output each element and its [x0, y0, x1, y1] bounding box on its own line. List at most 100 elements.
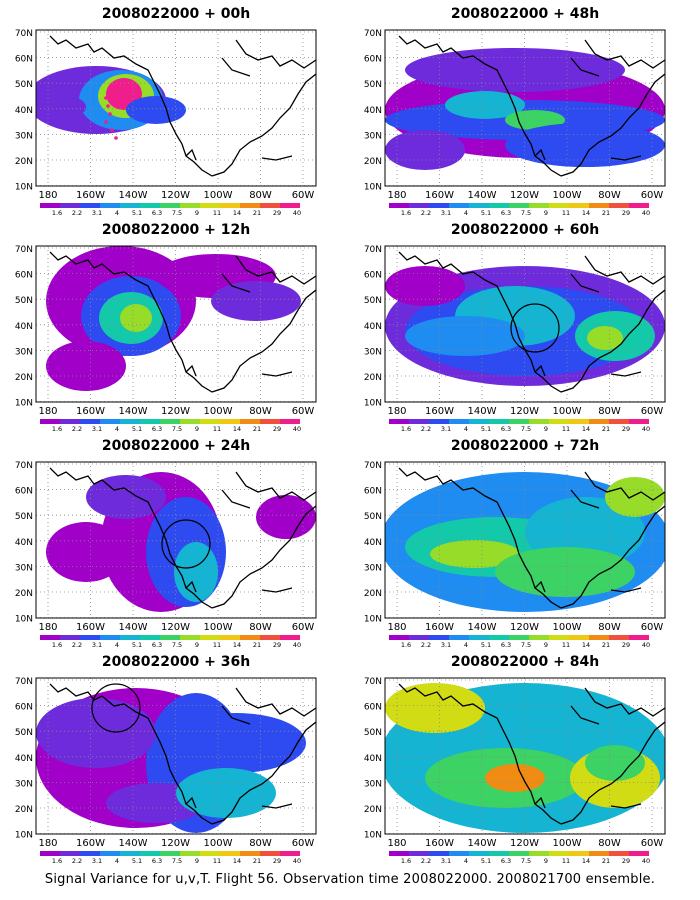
colorbar-segment: [260, 419, 280, 424]
colorbar-label: 11: [562, 425, 570, 433]
lat-tick-label: 40N: [15, 754, 33, 764]
colorbar-label: 14: [233, 641, 241, 649]
colorbar-label: 29: [273, 857, 281, 865]
lon-tick-label: 140W: [119, 190, 148, 201]
colorbar-segment: [240, 203, 260, 208]
colorbar-segment: [160, 851, 180, 856]
lon-tick-label: 180: [387, 622, 406, 633]
lon-tick-label: 120W: [510, 406, 539, 417]
lon-tick-label: 160W: [425, 622, 454, 633]
panel-title: 2008022000 + 48h: [450, 6, 600, 22]
map-frame: [384, 461, 666, 619]
lon-tick-label: 120W: [161, 190, 190, 201]
colorbar-label: 9: [195, 209, 199, 217]
map-frame: [384, 245, 666, 403]
variance-contour-fill: [405, 316, 525, 356]
colorbar-segment: [469, 635, 489, 640]
colorbar-segment: [409, 419, 429, 424]
lon-tick-label: 100W: [553, 622, 582, 633]
colorbar-segment: [100, 851, 120, 856]
colorbar-label: 5.1: [132, 425, 142, 433]
lon-tick-label: 180: [38, 622, 57, 633]
colorbar-label: 14: [582, 425, 590, 433]
lon-tick-label: 160W: [76, 838, 105, 849]
colorbar-label: 29: [622, 641, 630, 649]
lon-tick-label: 140W: [468, 622, 497, 633]
map-panel: 2008022000 + 72h 70N 60N 50N 40N 30N 20N 10N 180…: [349, 436, 699, 652]
colorbar-label: 9: [195, 425, 199, 433]
figure-caption: Signal Variance for u,v,T. Flight 56. Ob…: [44, 872, 656, 887]
colorbar-label: 9: [544, 425, 548, 433]
lat-tick-label: 60N: [364, 703, 382, 713]
colorbar-label: 29: [622, 857, 630, 865]
colorbar-label: 4: [115, 857, 119, 865]
lon-tick-label: 180: [38, 838, 57, 849]
lat-tick-label: 30N: [364, 563, 382, 573]
colorbar-label: 4: [464, 425, 468, 433]
colorbar-label: 40: [642, 857, 650, 865]
lon-tick-label: 80W: [249, 190, 272, 201]
lon-tick-label: 60W: [641, 838, 664, 849]
lat-tick-label: 20N: [364, 157, 382, 167]
map-panel: 2008022000 + 48h 70N 60N 50N 40N 30N 20N 10N 180…: [349, 4, 699, 220]
colorbar-segment: [180, 635, 200, 640]
colorbar-segment: [140, 419, 160, 424]
lon-tick-label: 100W: [204, 190, 233, 201]
variance-contour-fill: [405, 48, 625, 92]
colorbar-label: 7.5: [521, 641, 531, 649]
colorbar-label: 21: [602, 641, 610, 649]
lat-tick-label: 50N: [364, 728, 382, 738]
colorbar-segment: [80, 203, 100, 208]
colorbar-label: 5.1: [481, 425, 491, 433]
lat-tick-label: 60N: [364, 487, 382, 497]
lat-tick-label: 50N: [364, 512, 382, 522]
colorbar-label: 21: [602, 209, 610, 217]
colorbar-label: 2.2: [421, 425, 431, 433]
colorbar-segment: [60, 635, 80, 640]
lon-tick-label: 80W: [598, 190, 621, 201]
lon-tick-label: 80W: [598, 838, 621, 849]
colorbar-segment: [260, 635, 280, 640]
colorbar-segment: [220, 419, 240, 424]
colorbar-segment: [569, 419, 589, 424]
lat-tick-label: 40N: [364, 538, 382, 548]
colorbar-segment: [629, 851, 649, 856]
colorbar-label: 5.1: [481, 209, 491, 217]
colorbar-label: 2.2: [72, 641, 82, 649]
lon-tick-label: 60W: [292, 190, 315, 201]
colorbar-label: 2.2: [421, 641, 431, 649]
variance-contour-fill: [166, 713, 306, 773]
variance-contour-fill: [126, 96, 186, 124]
colorbar-segment: [489, 203, 509, 208]
colorbar-label: 3.1: [92, 209, 102, 217]
colorbar-segment: [429, 851, 449, 856]
colorbar-label: 40: [293, 209, 301, 217]
variance-contour-fill: [211, 281, 301, 321]
colorbar-segment: [389, 203, 409, 208]
colorbar-label: 1.6: [52, 857, 62, 865]
observation-point: [106, 104, 110, 108]
colorbar-label: 6.3: [152, 209, 162, 217]
colorbar-segment: [100, 635, 120, 640]
variance-contour-fill: [430, 540, 520, 568]
lon-tick-label: 120W: [161, 622, 190, 633]
colorbar-label: 1.6: [52, 641, 62, 649]
colorbar-segment: [429, 419, 449, 424]
colorbar-segment: [509, 635, 529, 640]
colorbar-segment: [609, 635, 629, 640]
lat-tick-label: 20N: [15, 805, 33, 815]
map-svg: 70N 60N 50N 40N 30N 20N 10N 180 160W 140W 120W 100W…: [15, 29, 317, 217]
colorbar-segment: [489, 851, 509, 856]
variance-contour-fill: [445, 91, 525, 119]
lat-tick-label: 70N: [364, 29, 382, 39]
colorbar-label: 14: [582, 641, 590, 649]
colorbar-label: 6.3: [501, 857, 511, 865]
colorbar-segment: [609, 851, 629, 856]
colorbar-label: 40: [642, 209, 650, 217]
colorbar-segment: [40, 419, 60, 424]
lon-tick-label: 100W: [204, 406, 233, 417]
colorbar-segment: [120, 851, 140, 856]
colorbar-segment: [120, 203, 140, 208]
lon-tick-label: 80W: [249, 406, 272, 417]
colorbar-segment: [629, 203, 649, 208]
